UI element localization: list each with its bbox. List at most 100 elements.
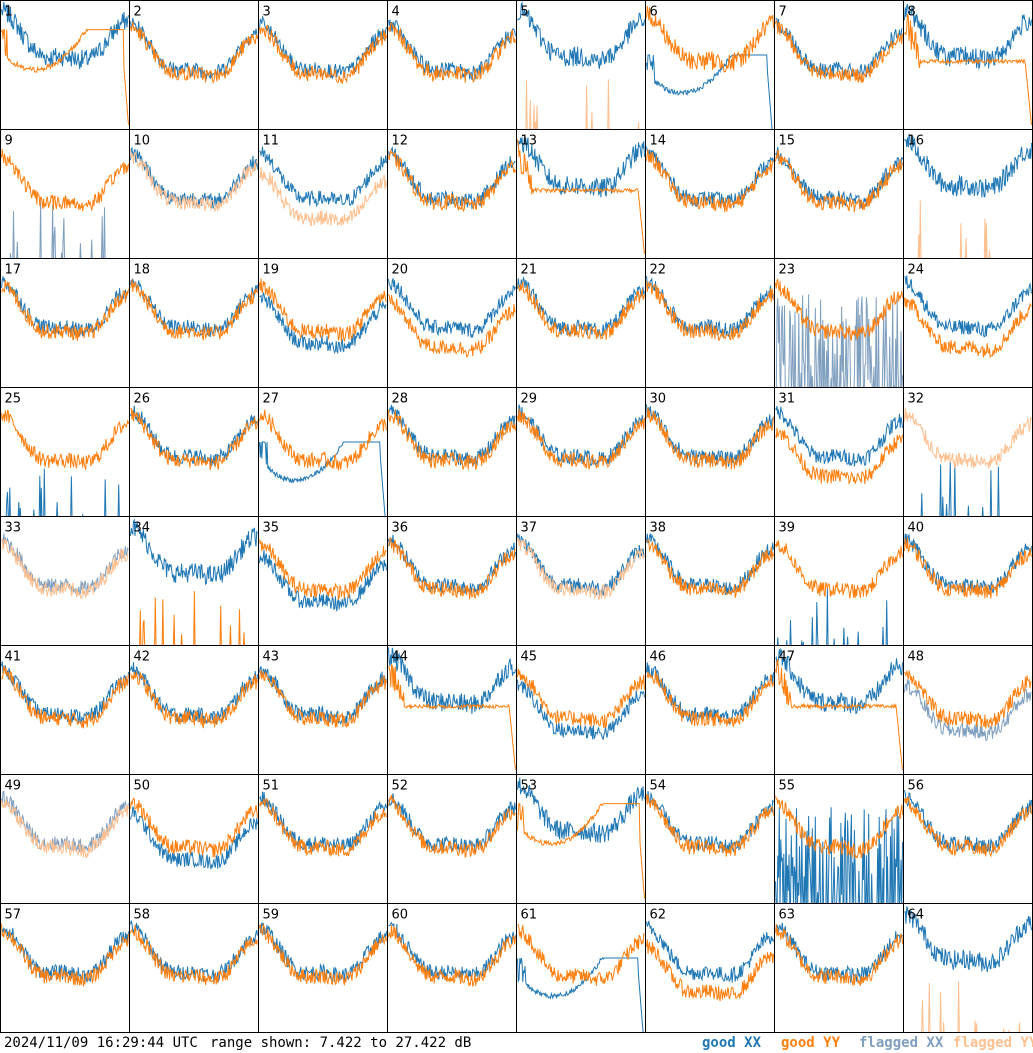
panel-14: 14 — [645, 129, 775, 259]
panel-17: 17 — [0, 258, 130, 388]
series-xx-46 — [646, 662, 774, 726]
series-xx-40 — [904, 533, 1032, 595]
series-xx-41 — [1, 661, 129, 725]
panel-34: 34 — [129, 516, 259, 646]
panel-43: 43 — [258, 645, 388, 775]
panel-label-35: 35 — [263, 521, 280, 536]
panel-46: 46 — [645, 645, 775, 775]
series-yy-34 — [139, 591, 245, 646]
panel-29: 29 — [516, 387, 646, 517]
panel-label-18: 18 — [134, 263, 151, 278]
panel-38: 38 — [645, 516, 775, 646]
panel-13: 13 — [516, 129, 646, 259]
series-yy-37 — [517, 537, 645, 600]
series-yy-36 — [388, 537, 516, 600]
panel-border-31 — [774, 387, 904, 517]
series-yy-59 — [259, 924, 387, 986]
series-yy-20 — [388, 294, 516, 358]
panel-label-29: 29 — [521, 392, 538, 407]
panel-border-9 — [0, 129, 130, 259]
panel-label-8: 8 — [908, 5, 916, 20]
series-yy-18 — [130, 279, 258, 341]
panel-25: 25 — [0, 387, 130, 517]
panel-label-6: 6 — [650, 5, 658, 20]
panel-label-44: 44 — [392, 650, 409, 665]
panel-border-3 — [258, 0, 388, 130]
series-xx-64 — [904, 906, 1032, 972]
panel-40: 40 — [903, 516, 1033, 646]
panel-label-64: 64 — [908, 908, 925, 923]
series-yy-39 — [775, 540, 903, 599]
panel-border-38 — [645, 516, 775, 646]
panel-border-37 — [516, 516, 646, 646]
range-text: range shown: 7.422 to 27.422 dB — [210, 1035, 472, 1051]
panel-33: 33 — [0, 516, 130, 646]
panel-label-4: 4 — [392, 5, 400, 20]
series-yy-15 — [775, 150, 903, 213]
panel-44: 44 — [387, 645, 517, 775]
series-yy-7 — [775, 20, 903, 83]
panel-border-5 — [516, 0, 646, 130]
series-xx-34 — [130, 518, 258, 586]
panel-21: 21 — [516, 258, 646, 388]
panel-label-11: 11 — [263, 134, 280, 149]
series-yy-49 — [1, 798, 129, 859]
panel-41: 41 — [0, 645, 130, 775]
panel-label-34: 34 — [134, 521, 151, 536]
panel-label-40: 40 — [908, 521, 925, 536]
panel-59: 59 — [258, 903, 388, 1033]
series-yy-29 — [517, 408, 645, 470]
series-yy-13 — [517, 139, 645, 254]
panel-5: 5 — [516, 0, 646, 130]
panel-12: 12 — [387, 129, 517, 259]
series-yy-26 — [130, 407, 258, 471]
panel-label-51: 51 — [263, 779, 280, 794]
panel-48: 48 — [903, 645, 1033, 775]
panel-border-13 — [516, 129, 646, 259]
series-yy-45 — [517, 668, 645, 728]
series-yy-17 — [1, 279, 129, 341]
series-yy-56 — [904, 796, 1032, 858]
series-yy-8 — [904, 13, 1032, 125]
panel-border-52 — [387, 774, 517, 904]
panel-63: 63 — [774, 903, 904, 1033]
panel-border-39 — [774, 516, 904, 646]
panel-2: 2 — [129, 0, 259, 130]
series-yy-52 — [388, 794, 516, 858]
panel-label-54: 54 — [650, 779, 667, 794]
panel-30: 30 — [645, 387, 775, 517]
panel-39: 39 — [774, 516, 904, 646]
panel-border-8 — [903, 0, 1033, 130]
legend-good-xx: good XX — [702, 1035, 762, 1051]
panel-1: 1 — [0, 0, 130, 130]
panel-11: 11 — [258, 129, 388, 259]
series-yy-51 — [259, 797, 387, 858]
series-xx-32 — [920, 460, 1000, 517]
panel-36: 36 — [387, 516, 517, 646]
panel-8: 8 — [903, 0, 1033, 130]
panel-label-42: 42 — [134, 650, 151, 665]
series-yy-10 — [130, 149, 258, 212]
panel-border-41 — [0, 645, 130, 775]
panel-42: 42 — [129, 645, 259, 775]
panel-border-63 — [774, 903, 904, 1033]
panel-label-30: 30 — [650, 392, 667, 407]
panel-label-15: 15 — [779, 134, 796, 149]
series-yy-54 — [646, 794, 774, 857]
series-yy-63 — [775, 923, 903, 986]
panel-label-63: 63 — [779, 908, 796, 923]
series-xx-27 — [259, 441, 386, 517]
panel-label-41: 41 — [5, 650, 22, 665]
series-yy-24 — [904, 297, 1032, 359]
series-yy-58 — [130, 924, 258, 986]
panel-label-45: 45 — [521, 650, 538, 665]
panel-label-27: 27 — [263, 392, 280, 407]
panel-label-22: 22 — [650, 263, 667, 278]
panel-label-46: 46 — [650, 650, 667, 665]
series-xx-8 — [904, 3, 1032, 70]
panel-border-47 — [774, 645, 904, 775]
panel-55: 55 — [774, 774, 904, 904]
panel-32: 32 — [903, 387, 1033, 517]
series-xx-19 — [259, 292, 387, 355]
panel-20: 20 — [387, 258, 517, 388]
